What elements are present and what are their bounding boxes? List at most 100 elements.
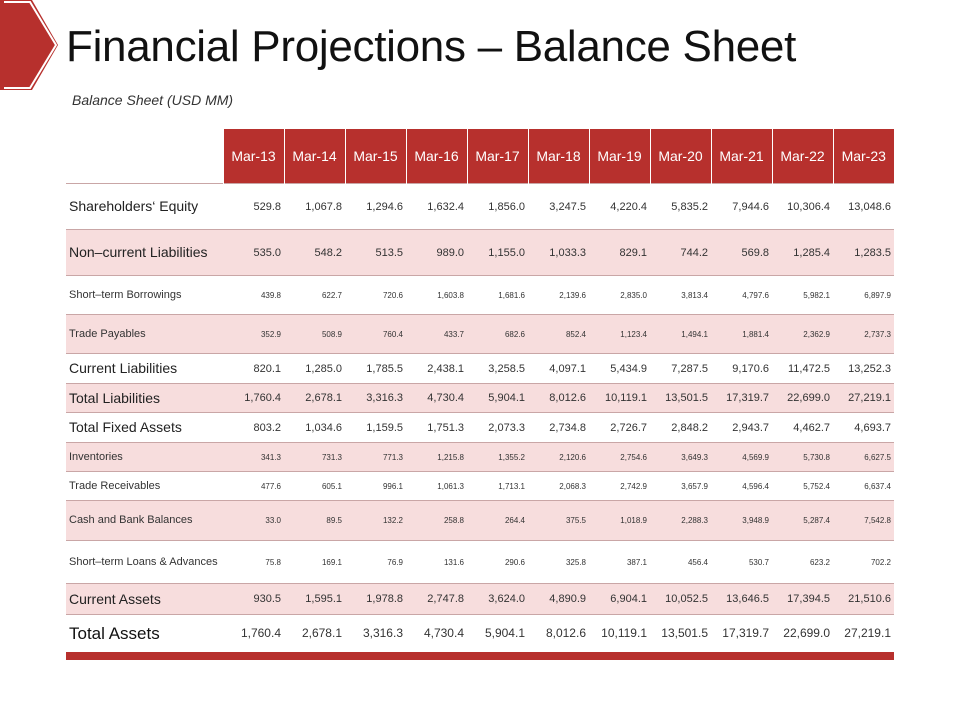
value-cell: 2,068.3 xyxy=(528,471,589,501)
value-cell: 2,678.1 xyxy=(284,614,345,652)
value-cell: 1,283.5 xyxy=(833,229,894,276)
value-cell: 2,726.7 xyxy=(589,412,650,443)
value-cell: 548.2 xyxy=(284,229,345,276)
value-cell: 5,730.8 xyxy=(772,442,833,472)
value-cell: 7,944.6 xyxy=(711,183,772,230)
value-cell: 605.1 xyxy=(284,471,345,501)
column-header: Mar-15 xyxy=(344,129,406,184)
value-cell: 852.4 xyxy=(528,314,589,354)
table-row: Total Assets 1,760.4 2,678.1 3,316.3 4,730.4… xyxy=(66,614,894,652)
value-cell: 169.1 xyxy=(284,540,345,584)
value-cell: 829.1 xyxy=(589,229,650,276)
value-cell: 352.9 xyxy=(223,314,284,354)
value-cell: 3,316.3 xyxy=(345,383,406,413)
value-cell: 22,699.0 xyxy=(772,614,833,652)
value-cell: 4,569.9 xyxy=(711,442,772,472)
value-cell: 375.5 xyxy=(528,500,589,541)
value-cell: 1,785.5 xyxy=(345,353,406,384)
value-cell: 1,123.4 xyxy=(589,314,650,354)
value-cell: 720.6 xyxy=(345,275,406,315)
value-cell: 11,472.5 xyxy=(772,353,833,384)
value-cell: 4,730.4 xyxy=(406,383,467,413)
value-cell: 1,285.0 xyxy=(284,353,345,384)
value-cell: 2,835.0 xyxy=(589,275,650,315)
value-cell: 4,797.6 xyxy=(711,275,772,315)
value-cell: 4,462.7 xyxy=(772,412,833,443)
value-cell: 1,215.8 xyxy=(406,442,467,472)
value-cell: 1,603.8 xyxy=(406,275,467,315)
value-cell: 13,501.5 xyxy=(650,614,711,652)
table-row: Trade Payables 352.9 508.9 760.4 433.7 682.6 8… xyxy=(66,314,894,354)
value-cell: 682.6 xyxy=(467,314,528,354)
value-cell: 513.5 xyxy=(345,229,406,276)
value-cell: 5,904.1 xyxy=(467,614,528,652)
value-cell: 8,012.6 xyxy=(528,614,589,652)
column-header: Mar-16 xyxy=(405,129,467,184)
value-cell: 1,061.3 xyxy=(406,471,467,501)
value-cell: 3,813.4 xyxy=(650,275,711,315)
value-cell: 2,742.9 xyxy=(589,471,650,501)
table-row: Short–term Borrowings 439.8 622.7 720.6 1,60… xyxy=(66,275,894,315)
table-row: Inventories 341.3 731.3 771.3 1,215.8 1,355.2… xyxy=(66,442,894,472)
value-cell: 17,319.7 xyxy=(711,383,772,413)
value-cell: 3,316.3 xyxy=(345,614,406,652)
value-cell: 3,624.0 xyxy=(467,583,528,615)
value-cell: 6,904.1 xyxy=(589,583,650,615)
row-label: Short–term Loans & Advances xyxy=(66,540,223,584)
column-header: Mar-13 xyxy=(222,129,284,184)
value-cell: 2,120.6 xyxy=(528,442,589,472)
value-cell: 8,012.6 xyxy=(528,383,589,413)
value-cell: 1,067.8 xyxy=(284,183,345,230)
value-cell: 131.6 xyxy=(406,540,467,584)
value-cell: 760.4 xyxy=(345,314,406,354)
value-cell: 820.1 xyxy=(223,353,284,384)
value-cell: 5,434.9 xyxy=(589,353,650,384)
value-cell: 5,752.4 xyxy=(772,471,833,501)
row-label: Current Assets xyxy=(66,583,223,615)
value-cell: 1,355.2 xyxy=(467,442,528,472)
column-header: Mar-23 xyxy=(832,129,894,184)
value-cell: 530.7 xyxy=(711,540,772,584)
row-label: Cash and Bank Balances xyxy=(66,500,223,541)
value-cell: 622.7 xyxy=(284,275,345,315)
value-cell: 2,139.6 xyxy=(528,275,589,315)
value-cell: 569.8 xyxy=(711,229,772,276)
row-label: Total Fixed Assets xyxy=(66,412,223,443)
value-cell: 132.2 xyxy=(345,500,406,541)
header-row: Mar-13 Mar-14 Mar-15 Mar-16 Mar-17 Mar-1… xyxy=(66,129,894,184)
value-cell: 2,073.3 xyxy=(467,412,528,443)
value-cell: 5,904.1 xyxy=(467,383,528,413)
value-cell: 10,119.1 xyxy=(589,614,650,652)
table-subtitle: Balance Sheet (USD MM) xyxy=(72,92,234,108)
value-cell: 1,681.6 xyxy=(467,275,528,315)
value-cell: 10,052.5 xyxy=(650,583,711,615)
value-cell: 3,657.9 xyxy=(650,471,711,501)
column-header: Mar-17 xyxy=(466,129,528,184)
value-cell: 456.4 xyxy=(650,540,711,584)
value-cell: 2,747.8 xyxy=(406,583,467,615)
value-cell: 1,294.6 xyxy=(345,183,406,230)
row-label: Inventories xyxy=(66,442,223,472)
value-cell: 623.2 xyxy=(772,540,833,584)
row-label: Trade Payables xyxy=(66,314,223,354)
row-label: Total Assets xyxy=(66,614,223,652)
value-cell: 9,170.6 xyxy=(711,353,772,384)
value-cell: 439.8 xyxy=(223,275,284,315)
value-cell: 10,119.1 xyxy=(589,383,650,413)
value-cell: 13,252.3 xyxy=(833,353,894,384)
row-label: Trade Receivables xyxy=(66,471,223,501)
value-cell: 508.9 xyxy=(284,314,345,354)
column-header: Mar-18 xyxy=(527,129,589,184)
value-cell: 89.5 xyxy=(284,500,345,541)
value-cell: 1,632.4 xyxy=(406,183,467,230)
value-cell: 2,943.7 xyxy=(711,412,772,443)
value-cell: 989.0 xyxy=(406,229,467,276)
value-cell: 2,754.6 xyxy=(589,442,650,472)
value-cell: 5,982.1 xyxy=(772,275,833,315)
value-cell: 4,220.4 xyxy=(589,183,650,230)
value-cell: 258.8 xyxy=(406,500,467,541)
value-cell: 4,890.9 xyxy=(528,583,589,615)
value-cell: 13,048.6 xyxy=(833,183,894,230)
value-cell: 803.2 xyxy=(223,412,284,443)
row-label: Non–current Liabilities xyxy=(66,229,223,276)
